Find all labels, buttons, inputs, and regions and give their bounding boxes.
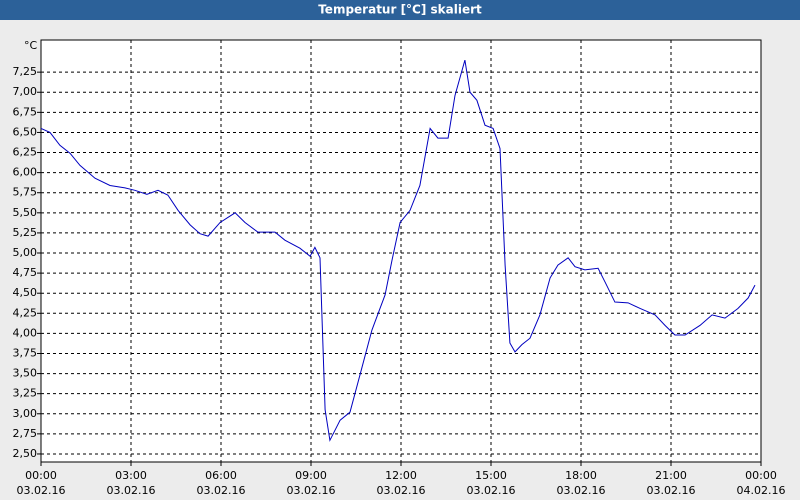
y-tick-label: 5,00 [13, 246, 38, 259]
x-tick-label: 21:00 [655, 469, 687, 482]
y-tick-label: 2,50 [13, 447, 38, 460]
x-tick-label: 12:00 [385, 469, 417, 482]
y-tick-label: 4,25 [13, 306, 38, 319]
y-tick-label: 5,50 [13, 206, 38, 219]
y-tick-label: 3,50 [13, 367, 38, 380]
x-tick-label: 09:00 [295, 469, 327, 482]
x-tick-label: 18:00 [565, 469, 597, 482]
y-tick-label: 7,25 [13, 65, 38, 78]
y-tick-label: 3,00 [13, 407, 38, 420]
y-tick-label: 5,75 [13, 186, 38, 199]
y-tick-label: 6,00 [13, 166, 38, 179]
x-tick-label: 00:00 [745, 469, 777, 482]
y-tick-label: 4,75 [13, 266, 38, 279]
x-tick-date: 03.02.16 [647, 484, 696, 497]
x-tick-date: 03.02.16 [557, 484, 606, 497]
x-tick-date: 03.02.16 [377, 484, 426, 497]
x-tick-label: 00:00 [25, 469, 57, 482]
title-bar [0, 0, 800, 20]
x-tick-date: 03.02.16 [107, 484, 156, 497]
y-tick-label: 3,75 [13, 346, 38, 359]
x-tick-date: 03.02.16 [467, 484, 516, 497]
chart-title: Temperatur [°C] skaliert [318, 3, 482, 17]
y-tick-label: 6,75 [13, 105, 38, 118]
y-tick-label: 6,50 [13, 125, 38, 138]
plot-frame [40, 39, 762, 463]
x-tick-date: 04.02.16 [737, 484, 786, 497]
x-tick-label: 03:00 [115, 469, 147, 482]
x-tick-label: 15:00 [475, 469, 507, 482]
y-tick-label: 4,50 [13, 286, 38, 299]
y-tick-label: 4,00 [13, 326, 38, 339]
y-tick-label: 5,25 [13, 226, 38, 239]
y-tick-label: 6,25 [13, 146, 38, 159]
data-line [40, 59, 756, 442]
x-tick-date: 03.02.16 [287, 484, 336, 497]
y-tick-label: 7,00 [13, 85, 38, 98]
x-tick-label: 06:00 [205, 469, 237, 482]
y-tick-label: 2,75 [13, 427, 38, 440]
y-unit: °C [24, 39, 38, 52]
x-tick-date: 03.02.16 [17, 484, 66, 497]
x-tick-date: 03.02.16 [197, 484, 246, 497]
y-tick-label: 3,25 [13, 387, 38, 400]
